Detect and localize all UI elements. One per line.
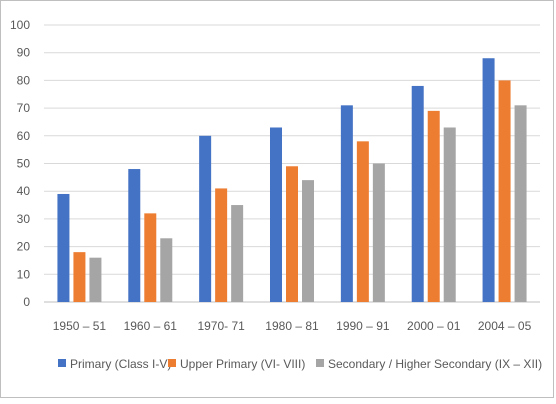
legend-swatch: [168, 359, 176, 367]
bar-3-3: [231, 205, 244, 302]
y-tick-label: 30: [17, 212, 31, 226]
bar-3-4: [302, 180, 314, 302]
bar-1-3: [199, 135, 212, 302]
y-axis-ticks: 0 10 20 30 40 50 60 70 80 90 100: [10, 18, 30, 309]
bar-2-4: [286, 166, 298, 302]
bar-2-1: [73, 252, 86, 302]
bar-3-7: [514, 105, 527, 302]
bar-2-5: [356, 141, 369, 302]
bar-2-6: [427, 110, 440, 303]
bar-1-4: [270, 127, 282, 303]
bar-2-3: [215, 188, 228, 302]
bar-3-2: [160, 238, 173, 302]
bar-1-7: [482, 58, 495, 302]
x-tick-label: 2004 – 05: [478, 319, 532, 333]
y-tick-label: 20: [17, 240, 31, 254]
y-tick-label: 100: [10, 18, 30, 32]
bar-2-7: [498, 80, 511, 303]
x-tick-label: 1960 – 61: [124, 319, 178, 333]
bar-3-5: [372, 163, 385, 302]
gridlines: [44, 24, 540, 303]
y-tick-label: 40: [17, 184, 31, 198]
x-tick-label: 1990 – 91: [336, 319, 390, 333]
bar-1-2: [128, 169, 141, 302]
y-tick-label: 10: [17, 267, 31, 281]
x-tick-label: 2000 – 01: [407, 319, 461, 333]
y-tick-label: 80: [17, 73, 31, 87]
y-tick-label: 70: [17, 101, 31, 115]
x-tick-label: 1950 – 51: [53, 319, 107, 333]
x-tick-label: 1970- 71: [197, 319, 245, 333]
bar-1-1: [57, 193, 70, 302]
bar-3-6: [443, 127, 456, 303]
bars: [57, 58, 527, 303]
legend-label: Upper Primary (VI- VIII): [180, 357, 305, 371]
bar-2-2: [144, 213, 157, 302]
y-tick-label: 60: [17, 129, 31, 143]
x-axis-ticks: 1950 – 51 1960 – 61 1970- 71 1980 – 81 1990 …: [53, 319, 532, 333]
y-tick-label: 90: [17, 46, 31, 60]
bar-1-5: [340, 105, 353, 302]
legend-label: Primary (Class I-V): [70, 357, 171, 371]
legend-label: Secondary / Higher Secondary (IX – XII): [328, 357, 542, 371]
y-tick-label: 0: [23, 295, 30, 309]
legend: Primary (Class I-V) Upper Primary (VI- VI…: [58, 357, 542, 371]
bar-3-1: [89, 257, 102, 302]
x-tick-label: 1980 – 81: [265, 319, 319, 333]
legend-swatch: [316, 359, 324, 367]
y-tick-label: 50: [17, 157, 31, 171]
bar-1-6: [411, 85, 424, 302]
legend-swatch: [58, 359, 66, 367]
